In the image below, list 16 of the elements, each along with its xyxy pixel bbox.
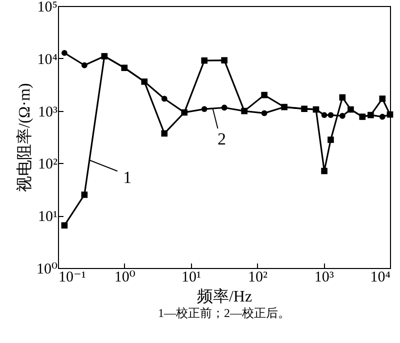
x-tick-label: 10⁻¹ xyxy=(58,270,86,286)
y-tick-label: 10² xyxy=(38,156,58,173)
y-tick-label: 10⁵ xyxy=(37,0,58,16)
x-tick-label: 10¹ xyxy=(182,270,202,286)
y-tick-label: 10¹ xyxy=(38,209,58,226)
x-tick-label: 10⁴ xyxy=(370,270,390,286)
legend-label: 2 xyxy=(218,129,226,148)
x-tick-label: 10⁰ xyxy=(114,270,136,286)
y-tick-label: 10⁴ xyxy=(37,52,58,68)
text: 1—校正前；2—校正后。 xyxy=(158,306,290,320)
y-axis-title: 视电阻率/(Ω·m) xyxy=(15,83,34,192)
y-tick-label: 10³ xyxy=(38,104,58,120)
text: 1 xyxy=(123,168,132,188)
x-axis-title: 频率/Hz xyxy=(196,288,252,306)
x-tick-label: 10² xyxy=(248,270,268,286)
x-tick-label: 10³ xyxy=(314,270,334,286)
